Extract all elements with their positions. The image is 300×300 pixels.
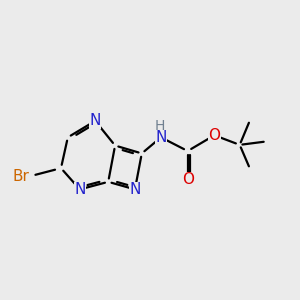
Text: Br: Br bbox=[13, 169, 29, 184]
Text: N: N bbox=[89, 113, 101, 128]
Text: O: O bbox=[208, 128, 220, 143]
Text: O: O bbox=[182, 172, 194, 187]
Text: N: N bbox=[155, 130, 167, 145]
Text: N: N bbox=[74, 182, 85, 197]
Text: N: N bbox=[129, 182, 141, 197]
Text: H: H bbox=[154, 119, 165, 134]
